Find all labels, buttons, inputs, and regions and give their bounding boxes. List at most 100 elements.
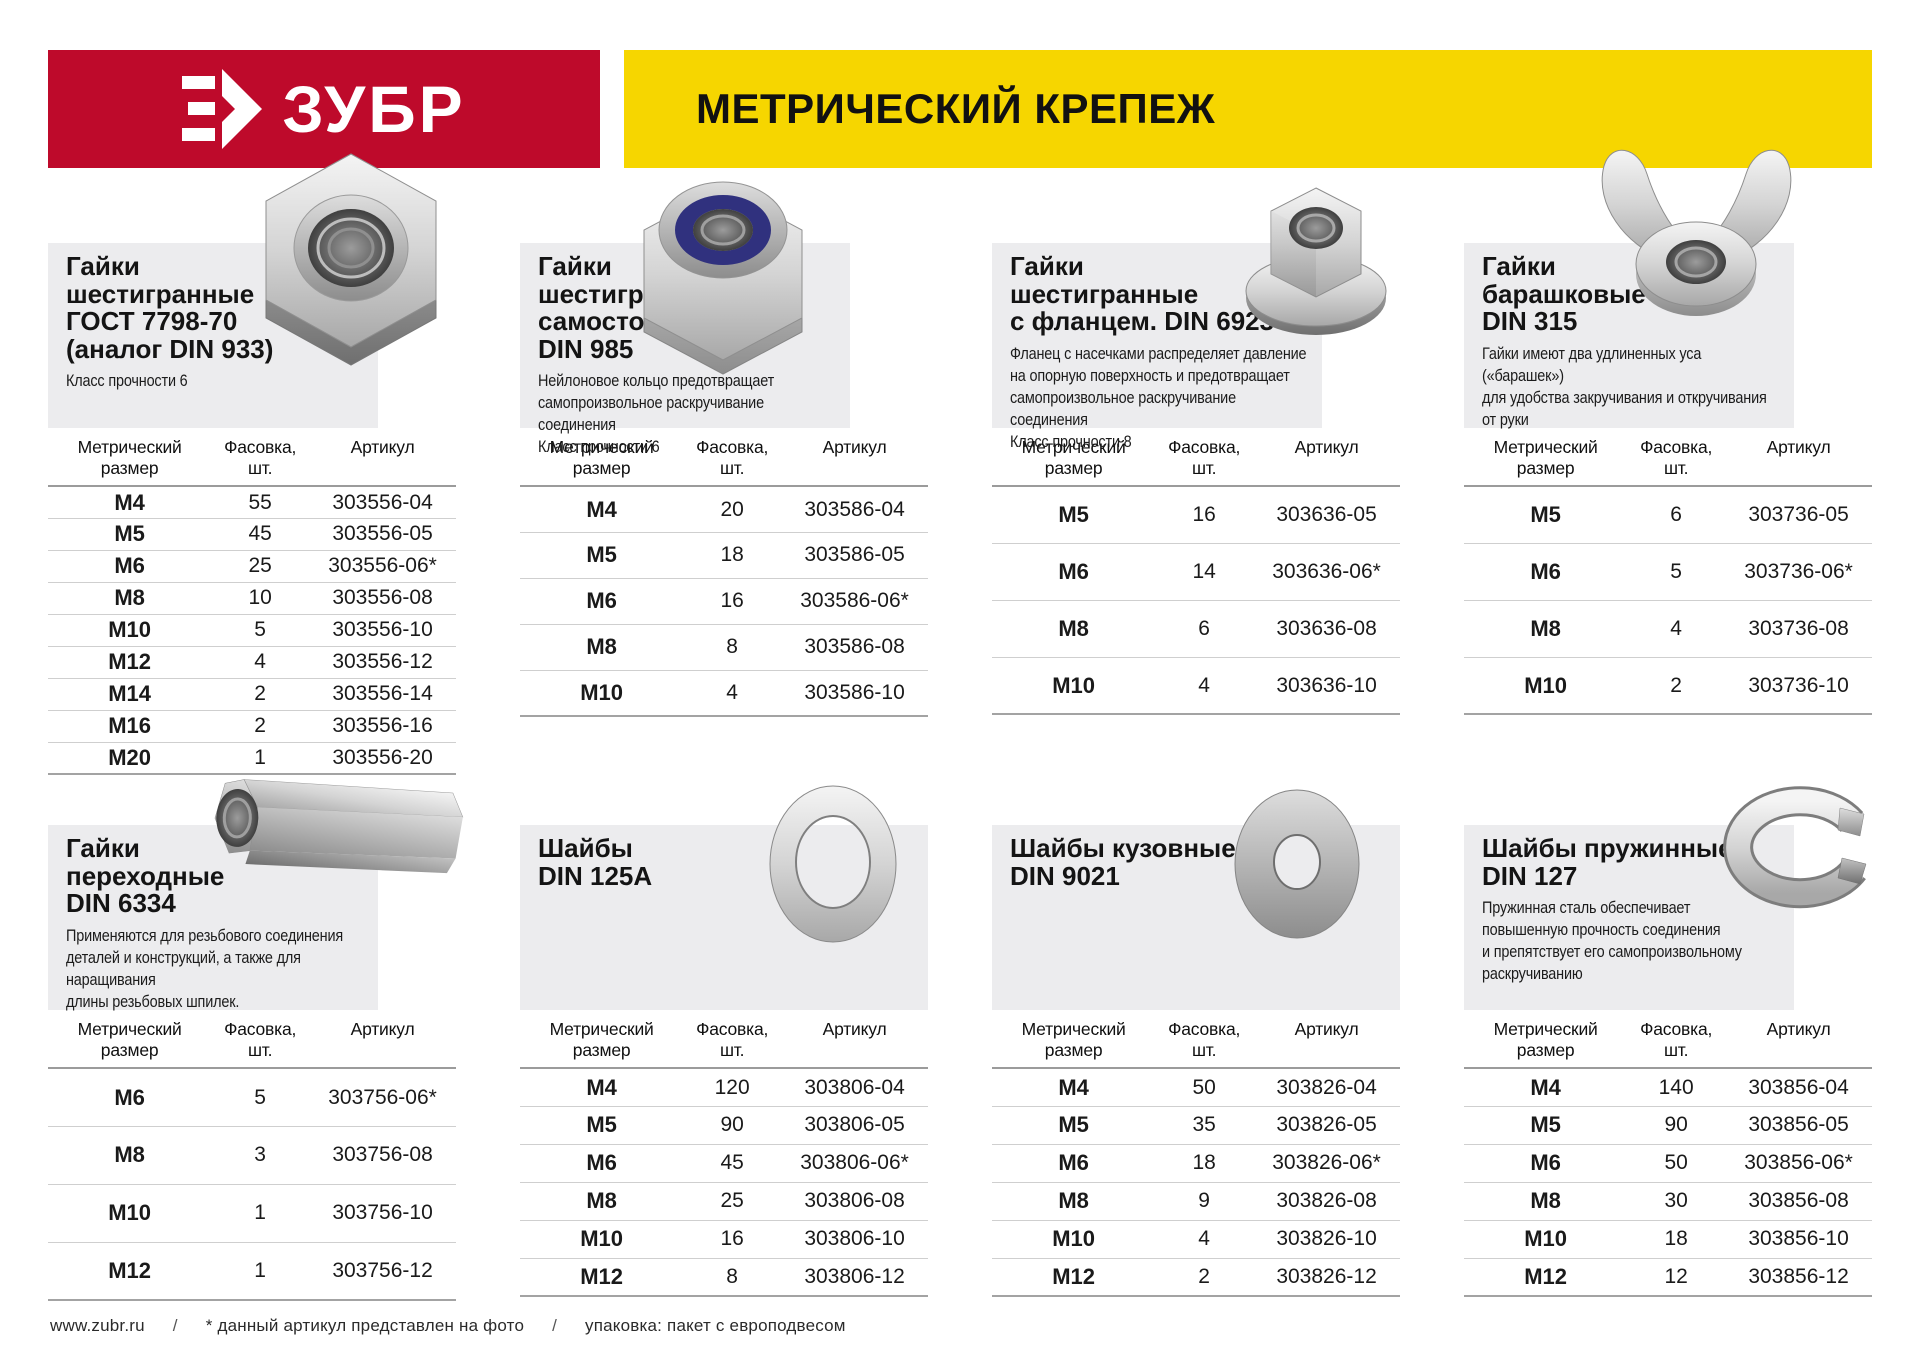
product-title: Шайбы пружинные DIN 127: [1482, 833, 1733, 891]
size-cell: М10: [48, 1184, 212, 1243]
pack-cell: 5: [211, 614, 310, 647]
size-cell: М16: [48, 710, 212, 743]
pack-cell: 18: [1627, 1220, 1726, 1259]
table-row: М12 8 303806-12: [520, 1258, 928, 1298]
col-header-article: Артикул: [309, 1019, 456, 1070]
size-cell: М10: [520, 670, 684, 718]
table-row: М5 6 303736-05: [1464, 486, 1872, 544]
hex-nut-photo: [246, 146, 456, 376]
article-cell: 303556-08: [309, 582, 456, 615]
size-cell: М5: [520, 532, 684, 579]
spec-table: Метрический размер Фасовка, шт. Артикул М…: [48, 1019, 456, 1302]
pack-cell: 4: [1155, 1220, 1254, 1259]
table-row: М6 25 303556-06*: [48, 550, 456, 583]
article-cell: 303556-12: [309, 646, 456, 679]
table-row: М6 18 303826-06*: [992, 1144, 1400, 1183]
article-cell: 303586-05: [781, 532, 928, 579]
article-cell: 303806-05: [781, 1106, 928, 1145]
brand-logo-text: ЗУБР: [282, 72, 466, 146]
size-cell: М8: [48, 1126, 212, 1185]
article-cell: 303556-05: [309, 518, 456, 551]
product-description: Класс прочности 6: [66, 371, 188, 391]
col-header-article: Артикул: [1253, 437, 1400, 488]
col-header-pack: Фасовка, шт.: [211, 1019, 310, 1070]
pack-cell: 1: [211, 1242, 310, 1302]
site-link[interactable]: www.zubr.ru: [50, 1316, 145, 1335]
size-cell: М6: [992, 1144, 1156, 1183]
pack-cell: 16: [683, 1220, 782, 1259]
pack-cell: 5: [211, 1068, 310, 1127]
article-cell: 303806-08: [781, 1182, 928, 1221]
col-header-pack: Фасовка, шт.: [1155, 1019, 1254, 1070]
pack-cell: 6: [1627, 486, 1726, 544]
article-cell: 303826-10: [1253, 1220, 1400, 1259]
pack-cell: 8: [683, 624, 782, 671]
spring-washer-photo: [1702, 786, 1877, 916]
pack-unit-label: шт.: [1191, 1039, 1217, 1060]
size-cell: М10: [992, 1220, 1156, 1259]
flange-nut-photo: [1244, 186, 1389, 338]
article-cell: 303856-10: [1725, 1220, 1872, 1259]
pack-cell: 90: [1627, 1106, 1726, 1145]
table-row: М10 4 303636-10: [992, 657, 1400, 716]
col-header-pack: Фасовка, шт.: [1627, 1019, 1726, 1070]
size-cell: М6: [992, 543, 1156, 601]
spec-table: Метрический размер Фасовка, шт. Артикул М…: [992, 437, 1400, 716]
size-cell: М6: [520, 578, 684, 625]
pack-cell: 90: [683, 1106, 782, 1145]
size-cell: М12: [48, 646, 212, 679]
pack-cell: 45: [211, 518, 310, 551]
size-cell: М10: [992, 657, 1156, 716]
pack-label: Фасовка,: [696, 1019, 769, 1039]
product-description: Фланец с насечками распределяет давление…: [1010, 343, 1307, 452]
pack-cell: 12: [1627, 1258, 1726, 1298]
size-cell: М6: [1464, 543, 1628, 601]
size-cell: М5: [992, 486, 1156, 544]
product-card-spring-washers: Шайбы пружинные DIN 127 Пружинная сталь о…: [1464, 732, 1872, 1312]
product-card-flange-nuts: Гайки шестигранные с фланцем. DIN 6923 Фла…: [992, 150, 1400, 790]
table-row: М6 45 303806-06*: [520, 1144, 928, 1183]
article-cell: 303586-06*: [781, 578, 928, 625]
col-header-pack: Фасовка, шт.: [1627, 437, 1726, 488]
size-cell: М10: [1464, 657, 1628, 716]
pack-label: Фасовка,: [224, 437, 297, 457]
article-cell: 303736-08: [1725, 600, 1872, 658]
title-banner: МЕТРИЧЕСКИЙ КРЕПЕЖ: [624, 50, 1872, 168]
size-cell: М4: [520, 1068, 684, 1107]
size-cell: М8: [1464, 1182, 1628, 1221]
spec-table: Метрический размер Фасовка, шт. Артикул М…: [992, 1019, 1400, 1298]
col-header-article: Артикул: [1725, 1019, 1872, 1070]
pack-unit-label: шт.: [247, 457, 273, 478]
table-row: М6 16 303586-06*: [520, 578, 928, 625]
size-cell: М8: [520, 624, 684, 671]
article-cell: 303636-10: [1253, 657, 1400, 716]
fender-washer-photo: [1232, 786, 1362, 941]
size-cell: М8: [1464, 600, 1628, 658]
article-cell: 303586-08: [781, 624, 928, 671]
product-title: Гайки барашковые DIN 315: [1482, 251, 1646, 337]
pack-label: Фасовка,: [224, 1019, 297, 1039]
pack-cell: 55: [211, 486, 310, 519]
col-header-pack: Фасовка, шт.: [683, 437, 782, 488]
table-row: М6 50 303856-06*: [1464, 1144, 1872, 1183]
pack-cell: 30: [1627, 1182, 1726, 1221]
article-cell: 303736-10: [1725, 657, 1872, 716]
pack-cell: 18: [1155, 1144, 1254, 1183]
pack-unit-label: шт.: [1191, 457, 1217, 478]
product-card-wing-nuts: Гайки барашковые DIN 315 Гайки имеют два у…: [1464, 149, 1872, 790]
table-row: М6 14 303636-06*: [992, 543, 1400, 601]
product-title: Гайки переходные DIN 6334: [66, 833, 225, 919]
article-cell: 303756-08: [309, 1126, 456, 1185]
table-row: М8 30 303856-08: [1464, 1182, 1872, 1221]
table-row: М12 4 303556-12: [48, 646, 456, 679]
pack-cell: 1: [211, 1184, 310, 1243]
article-cell: 303556-06*: [309, 550, 456, 583]
table-row: М8 6 303636-08: [992, 600, 1400, 658]
pack-cell: 50: [1627, 1144, 1726, 1183]
coupling-nut-photo: [208, 734, 468, 909]
col-header-pack: Фасовка, шт.: [683, 1019, 782, 1070]
col-header-pack: Фасовка, шт.: [1155, 437, 1254, 488]
zubr-arrow-icon: [182, 69, 263, 149]
article-cell: 303856-12: [1725, 1258, 1872, 1298]
pack-unit-label: шт.: [719, 1039, 745, 1060]
